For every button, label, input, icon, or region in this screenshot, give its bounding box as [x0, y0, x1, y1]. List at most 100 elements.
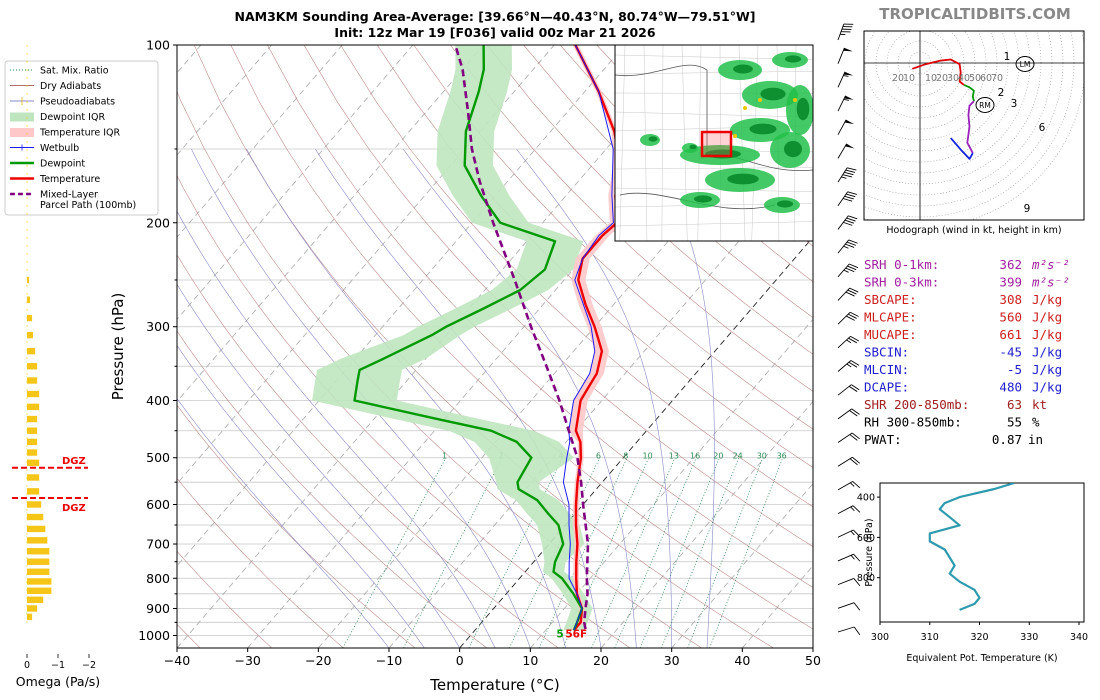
wind-barb-shaft — [837, 384, 852, 396]
map-county-line — [615, 111, 813, 118]
wind-barb-shaft — [837, 553, 854, 562]
omega-bar — [27, 558, 50, 565]
wind-barb-shaft — [837, 23, 845, 41]
legend-label: Dewpoint IQR — [40, 112, 105, 123]
y-tick-label: 1000 — [138, 628, 170, 643]
y-tick-label: 100 — [146, 38, 170, 53]
y-tick-label: 700 — [146, 537, 170, 552]
isotherm-line — [177, 45, 626, 567]
map-frame — [614, 44, 814, 242]
wind-barb-flag — [845, 169, 856, 173]
wind-barb-flag — [848, 385, 858, 392]
omega-bar — [27, 363, 38, 370]
wind-barb-flag — [852, 481, 861, 489]
stat-unit: J/kg — [1032, 310, 1062, 325]
hodograph-tick-label: 10 — [925, 73, 937, 84]
theta-e-x-tick-label: 310 — [921, 632, 939, 643]
wind-barb-flag — [850, 360, 860, 366]
map-precip-core — [733, 64, 753, 74]
map-county-line — [719, 45, 722, 241]
y-tick-label: 200 — [146, 215, 170, 230]
map-county-line — [619, 45, 626, 241]
wind-barb-flag — [853, 602, 861, 611]
pseudoadiabat — [177, 398, 390, 648]
mixing-ratio-label: 20 — [713, 451, 723, 460]
omega-bar — [27, 377, 38, 384]
wind-barb-half-flag — [850, 554, 855, 560]
wind-barb — [837, 191, 857, 207]
wind-barb-flag — [847, 313, 857, 319]
wind-barb-half-flag — [850, 530, 855, 536]
map-county-line — [615, 187, 813, 192]
stat-unit: J/kg — [1032, 292, 1062, 307]
omega-tick-label: −1 — [51, 660, 65, 671]
map-precip-core — [689, 144, 697, 150]
dewpoint-iqr-band — [312, 45, 593, 631]
legend-swatch — [10, 112, 34, 122]
stat-value: 63 — [1007, 397, 1022, 412]
hodograph-height-label: 3 — [1011, 98, 1018, 110]
omega-bar — [27, 438, 38, 446]
legend-item: Wetbulb — [10, 143, 79, 154]
brand-watermark: TROPICALTIDBITS.COM — [879, 5, 1071, 23]
isotherm-line — [388, 154, 813, 648]
stat-row: SBCAPE: 308 J/kg — [864, 292, 1062, 307]
stat-value: 399 — [999, 275, 1022, 290]
wind-barb — [837, 456, 861, 467]
theta-e-y-tick-label: 800 — [857, 573, 875, 584]
wind-barb-flag — [847, 289, 857, 295]
mixing-ratio-label: 13 — [669, 451, 679, 460]
hodograph-trace — [950, 137, 974, 160]
legend-item: Temperature — [10, 174, 100, 185]
storm-motion-label: LM — [1020, 60, 1031, 69]
wind-barb-half-flag — [843, 245, 849, 249]
isotherm-line — [671, 483, 813, 648]
theta-e-x-tick-label: 330 — [1020, 632, 1038, 643]
omega-bar — [27, 578, 52, 585]
omega-tick-label: 0 — [24, 660, 30, 671]
x-tick-label: −40 — [164, 653, 190, 668]
wind-barb-half-flag — [843, 269, 849, 273]
series-line-wetbulb — [562, 45, 614, 631]
stat-label: SBCIN: — [864, 345, 909, 360]
wind-barb-flag — [846, 193, 856, 198]
radar-map-inset — [614, 44, 814, 242]
omega-bar — [27, 548, 50, 555]
wind-barb-shaft — [837, 505, 854, 514]
stat-unit: m²s⁻² — [1031, 275, 1070, 290]
wind-barb — [837, 384, 860, 396]
wind-barb-flag — [851, 384, 860, 391]
isotherm-line — [600, 400, 813, 648]
theta-e-y-tick-label: 600 — [857, 533, 875, 544]
mixing-ratio-label: 1 — [442, 451, 447, 460]
wind-barb-shaft — [837, 336, 851, 349]
wind-barb-shaft — [837, 578, 854, 586]
pseudoadiabat — [191, 148, 531, 648]
chart-subtitle: Init: 12z Mar 19 [F036] valid 00z Mar 21… — [334, 25, 655, 40]
stat-unit: J/kg — [1032, 327, 1062, 342]
map-county-line — [697, 45, 702, 241]
dry-adiabat — [177, 254, 559, 648]
x-tick-label: 20 — [593, 653, 609, 668]
legend-label: Dry Adiabats — [40, 81, 101, 92]
wind-barb-flag — [847, 191, 857, 195]
map-county-line — [661, 45, 664, 241]
omega-bar — [27, 459, 40, 467]
omega-axis-label: Omega (Pa/s) — [16, 674, 100, 689]
isotherm-line — [177, 45, 414, 320]
dry-adiabat — [523, 45, 813, 318]
omega-bar — [27, 488, 40, 495]
wind-barb — [837, 311, 859, 325]
omega-bar — [27, 525, 46, 533]
legend-item: Sat. Mix. Ratio — [10, 66, 109, 77]
wind-barbs — [837, 23, 861, 635]
stat-row: PWAT: 0.87 in — [864, 432, 1043, 447]
wind-barb-shaft — [837, 191, 849, 207]
x-tick-label: 40 — [734, 653, 750, 668]
wind-barb-flag — [846, 241, 857, 246]
legend-label: Pseudoadiabats — [40, 97, 115, 108]
wind-barb-shaft — [837, 239, 850, 254]
wind-barb-shaft — [837, 167, 848, 183]
theta-e-line — [928, 483, 1015, 611]
